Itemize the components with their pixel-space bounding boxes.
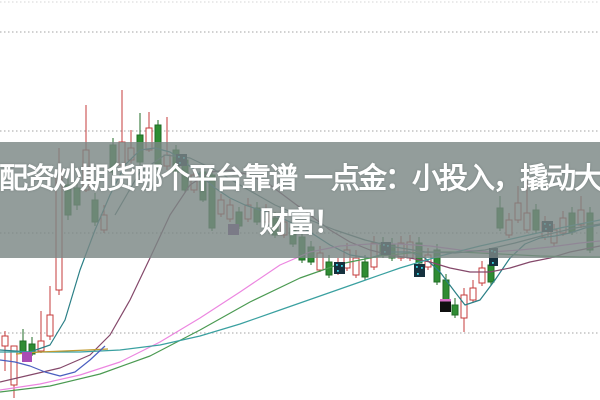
signal-marker-dot <box>416 266 418 268</box>
candle-body <box>361 261 369 278</box>
headline-line2: 财富！ <box>259 205 342 239</box>
candle-body <box>37 340 45 352</box>
signal-marker-dot <box>336 264 338 266</box>
signal-marker-dot <box>337 270 339 272</box>
candle-body <box>451 304 459 316</box>
signal-marker <box>334 262 345 274</box>
candle-body <box>10 345 18 386</box>
signal-marker-dot <box>341 265 343 267</box>
signal-marker-dot <box>492 262 494 264</box>
signal-marker-stripe <box>440 299 451 302</box>
signal-marker-dot <box>421 267 423 269</box>
candle-body <box>46 314 54 337</box>
candle-body <box>487 264 495 283</box>
headline-overlay: 配资炒期货哪个平台靠谱 一点金：小投入，撬动大 财富！ <box>0 142 600 258</box>
signal-marker <box>414 264 425 277</box>
candle-body <box>460 294 468 319</box>
signal-marker <box>22 352 32 362</box>
ma-blue-short <box>0 345 106 377</box>
headline-line1: 配资炒期货哪个平台靠谱 一点金：小投入，撬动大 <box>0 161 600 195</box>
signal-marker <box>440 299 451 312</box>
ma-green <box>0 251 600 393</box>
signal-marker-dot <box>417 273 419 275</box>
candle-body <box>469 287 477 301</box>
ma-pink <box>0 240 600 391</box>
candle-body <box>1 335 9 347</box>
candle-body <box>478 267 486 284</box>
candle-body <box>352 257 360 276</box>
